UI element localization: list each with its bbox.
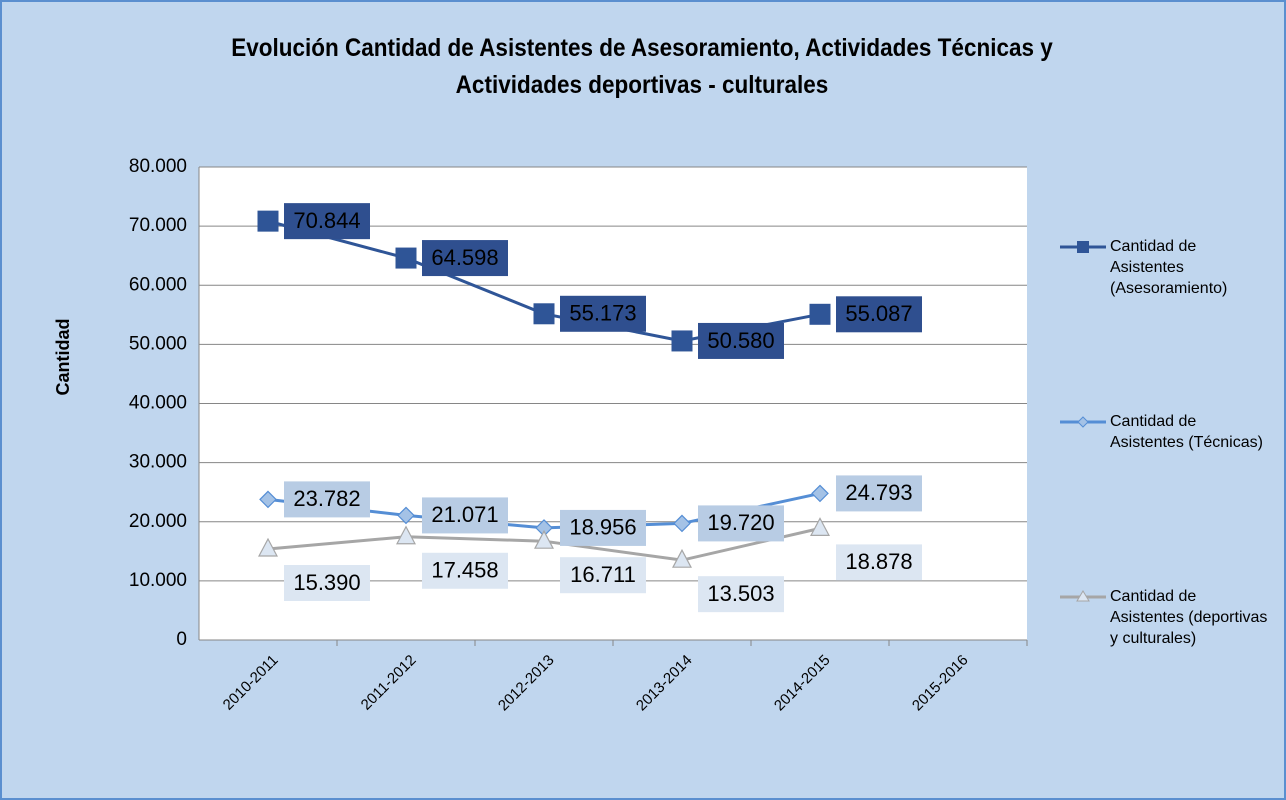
legend-label: Cantidad de Asistentes (deportivas y cul… [1110, 588, 1268, 647]
label-box [836, 475, 922, 512]
data-label: 18.878 [845, 549, 912, 574]
legend-marker [1076, 590, 1090, 602]
label-box [698, 322, 784, 359]
data-label: 13.503 [707, 581, 774, 606]
label-box [836, 296, 922, 333]
y-tick-label: 80.000 [129, 156, 187, 177]
data-label: 64.598 [431, 245, 498, 270]
marker [396, 525, 416, 545]
data-label: 15.390 [293, 570, 360, 595]
x-tick-label: 2015-2016 [909, 652, 972, 715]
y-tick-label: 50.000 [129, 333, 187, 354]
marker [671, 330, 693, 352]
y-tick-label: 30.000 [129, 452, 187, 473]
x-tick-label: 2014-2015 [771, 652, 834, 715]
y-tick-label: 70.000 [129, 215, 187, 236]
y-tick-label: 40.000 [129, 393, 187, 414]
data-label: 18.956 [569, 515, 636, 540]
label-box [560, 557, 646, 594]
marker [395, 247, 417, 269]
legend-label: Cantidad de Asistentes (Técnicas) [1110, 413, 1263, 451]
y-tick-label: 10.000 [129, 570, 187, 591]
data-label: 24.793 [845, 480, 912, 505]
label-box [560, 295, 646, 332]
x-tick-label: 2012-2013 [495, 652, 558, 715]
label-box [284, 481, 370, 518]
data-label: 70.844 [293, 208, 360, 233]
y-axis-label: Cantidad [53, 318, 73, 395]
marker [257, 210, 279, 232]
marker [810, 517, 830, 536]
data-label: 19.720 [707, 510, 774, 535]
x-tick-label: 2013-2014 [633, 652, 696, 715]
label-box [698, 576, 784, 613]
legend-marker [1077, 241, 1089, 253]
marker [259, 490, 277, 509]
data-label: 55.087 [845, 301, 912, 326]
label-box [422, 240, 508, 277]
legend-label: Cantidad de Asistentes (Asesoramiento) [1110, 238, 1228, 297]
label-box [284, 565, 370, 602]
marker [258, 537, 278, 557]
x-tick-label: 2010-2011 [220, 652, 282, 714]
data-label: 50.580 [707, 328, 774, 353]
label-box [284, 203, 370, 240]
y-tick-label: 20.000 [129, 511, 187, 532]
label-box [560, 509, 646, 546]
marker [673, 514, 691, 533]
marker [672, 548, 692, 568]
x-tick-label: 2011-2012 [358, 652, 420, 714]
data-label: 23.782 [293, 486, 360, 511]
chart-title: Evolución Cantidad de Asistentes de Ases… [231, 34, 1053, 99]
label-box [836, 544, 922, 581]
data-label: 55.173 [569, 301, 636, 326]
data-label: 21.071 [431, 502, 498, 527]
legend-marker [1077, 416, 1089, 428]
marker [534, 529, 554, 549]
y-tick-label: 60.000 [129, 274, 187, 295]
data-label: 16.711 [570, 562, 636, 587]
label-box [422, 497, 508, 534]
label-box [698, 505, 784, 542]
marker [809, 303, 831, 325]
data-label: 17.458 [431, 558, 498, 583]
label-box [422, 552, 508, 589]
marker [811, 484, 829, 503]
y-tick-label: 0 [176, 629, 187, 650]
marker [533, 303, 555, 325]
marker [397, 506, 415, 525]
